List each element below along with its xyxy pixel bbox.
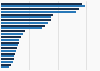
Bar <box>0 66 9 68</box>
Bar <box>0 8 79 10</box>
Bar <box>0 42 19 44</box>
Bar <box>0 22 48 24</box>
Bar <box>0 58 14 60</box>
Bar <box>0 53 15 55</box>
Bar <box>0 38 19 41</box>
Bar <box>0 27 42 29</box>
Bar <box>0 3 82 5</box>
Bar <box>0 25 45 27</box>
Bar <box>0 30 25 33</box>
Bar <box>0 64 10 66</box>
Bar <box>0 44 18 46</box>
Bar <box>0 11 76 13</box>
Bar <box>0 33 23 35</box>
Bar <box>0 5 85 7</box>
Bar <box>0 14 53 16</box>
Bar <box>0 55 14 57</box>
Bar <box>0 19 50 21</box>
Bar <box>0 16 50 18</box>
Bar <box>0 61 13 63</box>
Bar <box>0 47 17 49</box>
Bar <box>0 36 20 38</box>
Bar <box>0 50 16 52</box>
